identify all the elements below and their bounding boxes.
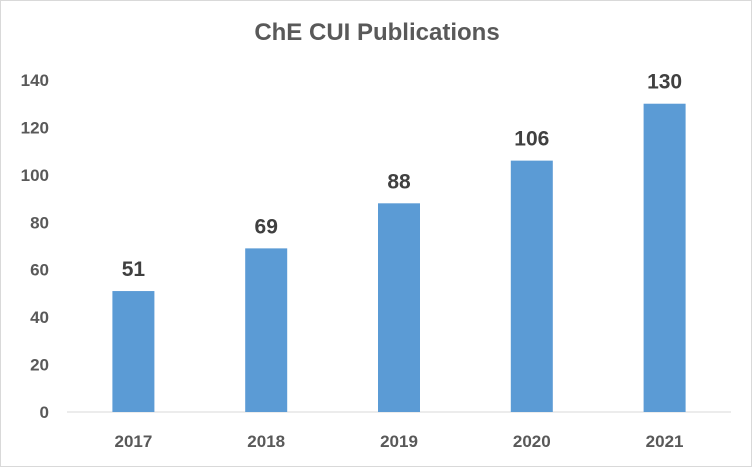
data-label: 130 [647,71,682,94]
bar [378,203,420,412]
x-tick-label: 2020 [513,432,551,451]
y-tick-label: 140 [21,71,49,90]
bar [510,160,553,412]
bar [112,291,155,412]
chart-title: ChE CUI Publications [254,19,500,46]
y-tick-label: 100 [21,166,49,185]
y-tick-label: 20 [30,356,49,375]
bars-group: 51 69 88 106 130 [112,71,686,412]
data-label: 106 [514,128,549,151]
y-tick-label: 120 [21,118,49,137]
x-tick-label: 2018 [247,432,285,451]
data-label: 69 [255,215,278,238]
data-label: 51 [122,258,146,281]
data-label: 88 [387,170,411,193]
x-tick-label: 2017 [114,432,152,451]
y-tick-label: 80 [30,213,49,232]
x-tick-label: 2021 [646,432,684,451]
bar [643,103,686,412]
y-tick-label: 60 [30,261,49,280]
y-tick-label: 40 [30,308,49,327]
y-tick-label: 0 [40,403,49,422]
y-axis: 0 20 40 60 80 100 120 140 [21,71,49,422]
x-tick-label: 2019 [380,432,418,451]
x-axis: 2017 2018 2019 2020 2021 [67,411,731,451]
bar [245,248,288,412]
